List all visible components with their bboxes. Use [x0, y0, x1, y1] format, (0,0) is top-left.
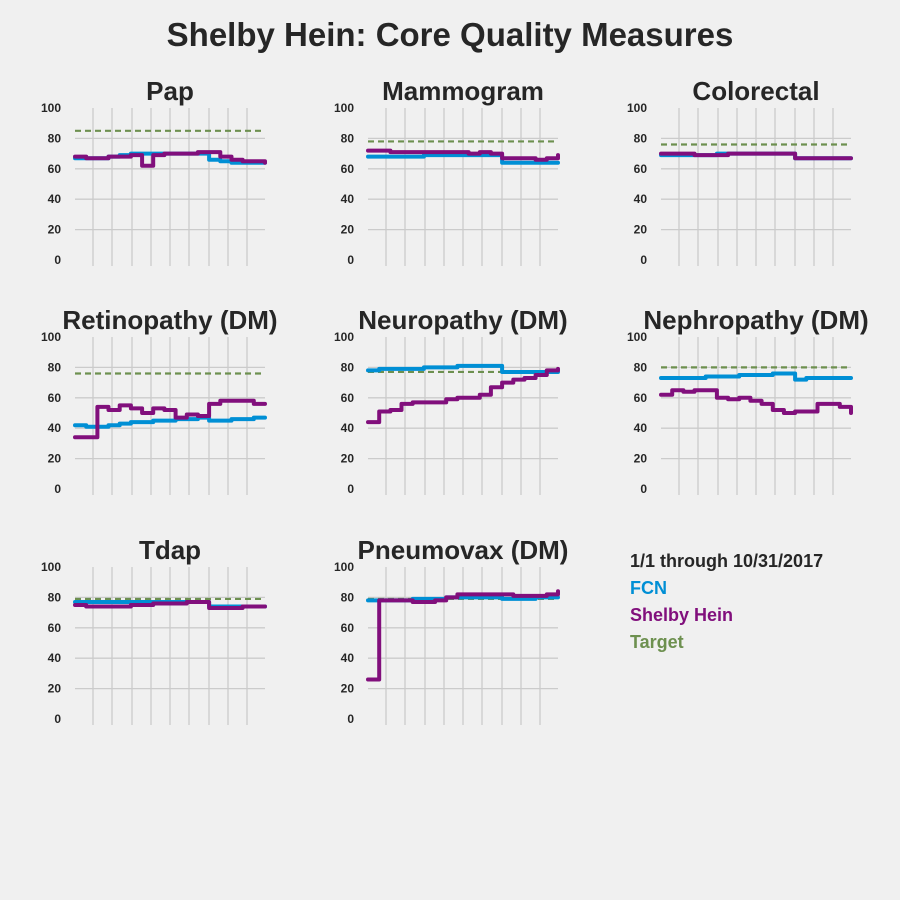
panel-title-retinopathy-dm: Retinopathy (DM)	[62, 305, 277, 335]
series-line-shelby-hein	[366, 366, 560, 425]
series-line-fcn	[366, 363, 560, 374]
figure-title: Shelby Hein: Core Quality Measures	[167, 16, 734, 53]
y-tick-label: 60	[634, 391, 648, 405]
series-line-shelby-hein	[73, 600, 267, 610]
chart-panels: Pap020406080100Mammogram020406080100Colo…	[41, 76, 869, 726]
y-tick-label: 60	[634, 162, 648, 176]
series-line-shelby-hein	[73, 398, 267, 440]
y-tick-label: 60	[48, 621, 62, 635]
y-tick-label: 40	[634, 421, 648, 435]
y-tick-label: 20	[341, 682, 355, 696]
legend-item-fcn: FCN	[630, 578, 667, 598]
panel-nephropathy-dm: Nephropathy (DM) 0 20 40 60 80 100	[627, 305, 869, 496]
y-tick-label: 100	[41, 560, 61, 574]
series-line-fcn	[73, 415, 267, 429]
y-tick-label: 20	[48, 452, 62, 466]
legend: 1/1 through 10/31/2017 FCN Shelby Hein T…	[630, 551, 823, 652]
panel-retinopathy-dm: Retinopathy (DM) 0 20 40 60 80 100	[41, 305, 278, 496]
panel-neuropathy-dm: Neuropathy (DM) 0 20 40 60 80 100	[334, 305, 568, 496]
panel-title-neuropathy-dm: Neuropathy (DM)	[358, 305, 567, 335]
panel-pap: Pap 0 20 40 60 80 100	[41, 76, 267, 267]
panel-title-nephropathy-dm: Nephropathy (DM)	[643, 305, 868, 335]
y-tick-label: 0	[347, 712, 354, 726]
y-tick-label: 20	[634, 452, 648, 466]
series-line-fcn	[659, 371, 853, 382]
y-tick-label: 100	[334, 330, 354, 344]
y-tick-label: 60	[341, 162, 355, 176]
y-tick-label: 100	[627, 330, 647, 344]
y-tick-label: 60	[48, 391, 62, 405]
legend-item-target: Target	[630, 632, 684, 652]
series-line-shelby-hein	[659, 151, 853, 161]
y-tick-label: 20	[341, 452, 355, 466]
panel-mammogram: Mammogram 0 20 40 60 80 100	[334, 76, 560, 267]
y-tick-label: 0	[54, 482, 61, 496]
series-line-shelby-hein	[366, 148, 560, 162]
y-tick-label: 40	[341, 192, 355, 206]
y-tick-label: 100	[627, 101, 647, 115]
legend-heading: 1/1 through 10/31/2017	[630, 551, 823, 571]
panel-title-pneumovax-dm: Pneumovax (DM)	[358, 535, 569, 565]
y-tick-label: 100	[334, 560, 354, 574]
y-tick-label: 20	[341, 223, 355, 237]
panel-title-tdap: Tdap	[139, 535, 201, 565]
y-tick-label: 80	[48, 360, 62, 374]
y-tick-label: 80	[341, 131, 355, 145]
y-tick-label: 80	[634, 131, 648, 145]
y-tick-label: 20	[48, 682, 62, 696]
series-line-shelby-hein	[659, 388, 853, 415]
panel-pneumovax-dm: Pneumovax (DM) 0 20 40 60 80 100	[334, 535, 568, 726]
panel-colorectal: Colorectal 0 20 40 60 80 100	[627, 76, 853, 267]
y-tick-label: 100	[334, 101, 354, 115]
y-tick-label: 0	[54, 253, 61, 267]
y-tick-label: 80	[634, 360, 648, 374]
y-tick-label: 40	[48, 651, 62, 665]
y-tick-label: 80	[341, 590, 355, 604]
y-tick-label: 40	[341, 651, 355, 665]
y-tick-label: 40	[48, 192, 62, 206]
y-tick-label: 20	[48, 223, 62, 237]
y-tick-label: 80	[48, 131, 62, 145]
series-line-shelby-hein	[73, 150, 267, 168]
y-tick-label: 20	[634, 223, 648, 237]
legend-item-shelby-hein: Shelby Hein	[630, 605, 733, 625]
y-tick-label: 0	[347, 482, 354, 496]
y-tick-label: 0	[640, 253, 647, 267]
y-tick-label: 0	[54, 712, 61, 726]
y-tick-label: 0	[640, 482, 647, 496]
y-tick-label: 100	[41, 101, 61, 115]
y-tick-label: 80	[48, 590, 62, 604]
y-tick-label: 60	[341, 621, 355, 635]
panel-title-mammogram: Mammogram	[382, 76, 544, 106]
series-line-fcn	[366, 153, 560, 165]
y-tick-label: 40	[634, 192, 648, 206]
y-tick-label: 100	[41, 330, 61, 344]
panel-title-colorectal: Colorectal	[692, 76, 819, 106]
y-tick-label: 40	[48, 421, 62, 435]
y-tick-label: 40	[341, 421, 355, 435]
panel-tdap: Tdap 0 20 40 60 80 100	[41, 535, 267, 726]
y-tick-label: 0	[347, 253, 354, 267]
y-tick-label: 80	[341, 360, 355, 374]
panel-title-pap: Pap	[146, 76, 194, 106]
y-tick-label: 60	[341, 391, 355, 405]
series-line-shelby-hein	[366, 589, 560, 682]
y-tick-label: 60	[48, 162, 62, 176]
